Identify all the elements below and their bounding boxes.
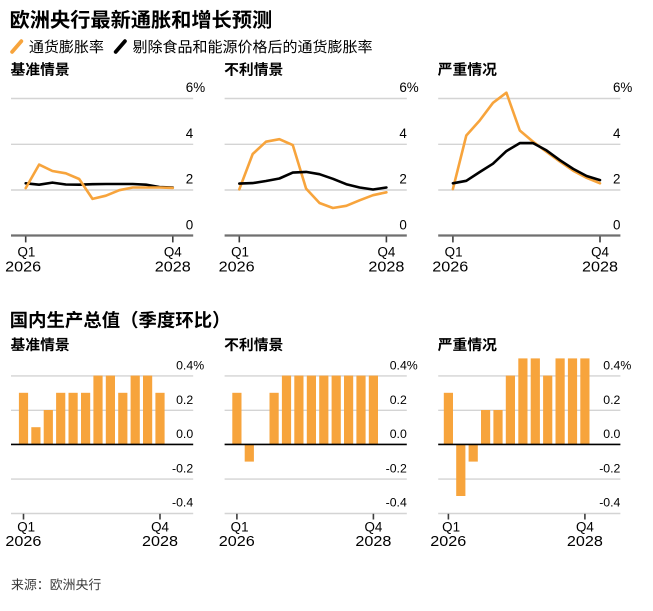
svg-text:4: 4 xyxy=(399,126,407,141)
svg-text:0: 0 xyxy=(399,218,406,233)
svg-text:2: 2 xyxy=(613,172,620,187)
svg-text:Q1: Q1 xyxy=(231,245,249,260)
svg-text:2026: 2026 xyxy=(219,534,255,550)
svg-text:4: 4 xyxy=(186,126,194,141)
svg-text:2028: 2028 xyxy=(368,259,404,275)
svg-text:%: % xyxy=(407,80,419,95)
svg-text:2028: 2028 xyxy=(142,534,178,550)
svg-text:2026: 2026 xyxy=(5,259,41,275)
svg-text:2026: 2026 xyxy=(430,534,466,550)
svg-text:%: % xyxy=(193,358,204,372)
svg-text:6: 6 xyxy=(613,80,620,95)
svg-text:0: 0 xyxy=(186,218,193,233)
svg-text:0: 0 xyxy=(613,218,620,233)
svg-text:-0.2: -0.2 xyxy=(599,462,620,476)
svg-text:-0.4: -0.4 xyxy=(386,495,407,509)
svg-text:Q4: Q4 xyxy=(164,245,182,260)
svg-text:Q1: Q1 xyxy=(231,520,249,535)
svg-text:0.2: 0.2 xyxy=(390,393,407,407)
svg-text:0.0: 0.0 xyxy=(176,427,193,441)
svg-text:-0.4: -0.4 xyxy=(599,495,620,509)
svg-text:0.4: 0.4 xyxy=(603,358,620,372)
svg-text:Q4: Q4 xyxy=(576,520,594,535)
svg-text:%: % xyxy=(620,358,631,372)
svg-text:0.0: 0.0 xyxy=(603,427,620,441)
svg-text:2: 2 xyxy=(186,172,193,187)
svg-text:0.4: 0.4 xyxy=(176,358,193,372)
svg-text:Q4: Q4 xyxy=(364,520,382,535)
svg-text:0.4: 0.4 xyxy=(390,358,407,372)
svg-text:Q4: Q4 xyxy=(151,520,169,535)
svg-text:4: 4 xyxy=(613,126,621,141)
svg-text:2028: 2028 xyxy=(582,259,618,275)
svg-text:2028: 2028 xyxy=(155,259,191,275)
svg-text:Q1: Q1 xyxy=(17,520,35,535)
svg-text:2028: 2028 xyxy=(355,534,391,550)
svg-text:Q4: Q4 xyxy=(377,245,395,260)
svg-text:2026: 2026 xyxy=(5,534,41,550)
svg-text:%: % xyxy=(193,80,205,95)
svg-text:6: 6 xyxy=(186,80,193,95)
svg-text:6: 6 xyxy=(399,80,406,95)
svg-text:-0.2: -0.2 xyxy=(172,462,193,476)
svg-text:Q1: Q1 xyxy=(442,520,460,535)
svg-text:0.0: 0.0 xyxy=(390,427,407,441)
svg-text:2026: 2026 xyxy=(432,259,468,275)
svg-text:0.2: 0.2 xyxy=(176,393,193,407)
svg-text:2026: 2026 xyxy=(219,259,255,275)
svg-text:2: 2 xyxy=(399,172,406,187)
svg-text:-0.4: -0.4 xyxy=(172,495,193,509)
svg-text:%: % xyxy=(407,358,418,372)
svg-text:Q1: Q1 xyxy=(17,245,35,260)
svg-text:Q4: Q4 xyxy=(591,245,609,260)
svg-text:2028: 2028 xyxy=(567,534,603,550)
svg-text:%: % xyxy=(620,80,632,95)
svg-text:-0.2: -0.2 xyxy=(386,462,407,476)
svg-text:0.2: 0.2 xyxy=(603,393,620,407)
svg-text:Q1: Q1 xyxy=(445,245,463,260)
